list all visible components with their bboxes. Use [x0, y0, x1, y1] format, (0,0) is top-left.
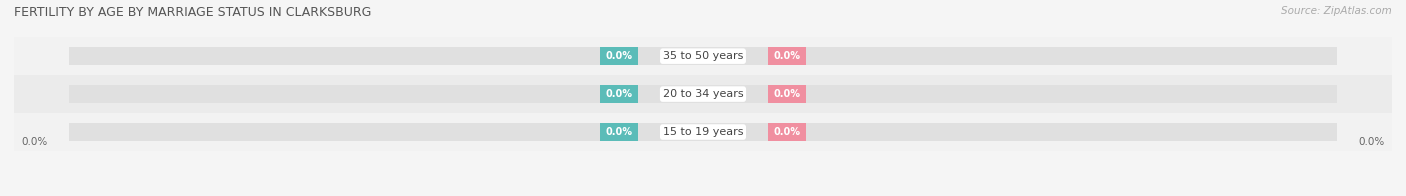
Text: Source: ZipAtlas.com: Source: ZipAtlas.com [1281, 6, 1392, 16]
Bar [69, 85, 1337, 103]
Bar [69, 123, 1337, 141]
Bar [599, 85, 637, 103]
Bar [769, 47, 807, 65]
Text: 0.0%: 0.0% [21, 137, 48, 147]
Text: 35 to 50 years: 35 to 50 years [662, 51, 744, 61]
Text: 0.0%: 0.0% [605, 51, 633, 61]
Bar [14, 75, 1392, 113]
Text: 0.0%: 0.0% [773, 127, 801, 137]
Text: FERTILITY BY AGE BY MARRIAGE STATUS IN CLARKSBURG: FERTILITY BY AGE BY MARRIAGE STATUS IN C… [14, 6, 371, 19]
Bar [14, 37, 1392, 75]
Bar [599, 47, 637, 65]
Bar [69, 47, 1337, 65]
Bar [14, 113, 1392, 151]
Text: 0.0%: 0.0% [605, 127, 633, 137]
Text: 20 to 34 years: 20 to 34 years [662, 89, 744, 99]
Text: 0.0%: 0.0% [1358, 137, 1385, 147]
Bar [599, 123, 637, 141]
Text: 15 to 19 years: 15 to 19 years [662, 127, 744, 137]
Text: 0.0%: 0.0% [773, 51, 801, 61]
Text: 0.0%: 0.0% [605, 89, 633, 99]
Text: 0.0%: 0.0% [773, 89, 801, 99]
Bar [769, 123, 807, 141]
Bar [769, 85, 807, 103]
